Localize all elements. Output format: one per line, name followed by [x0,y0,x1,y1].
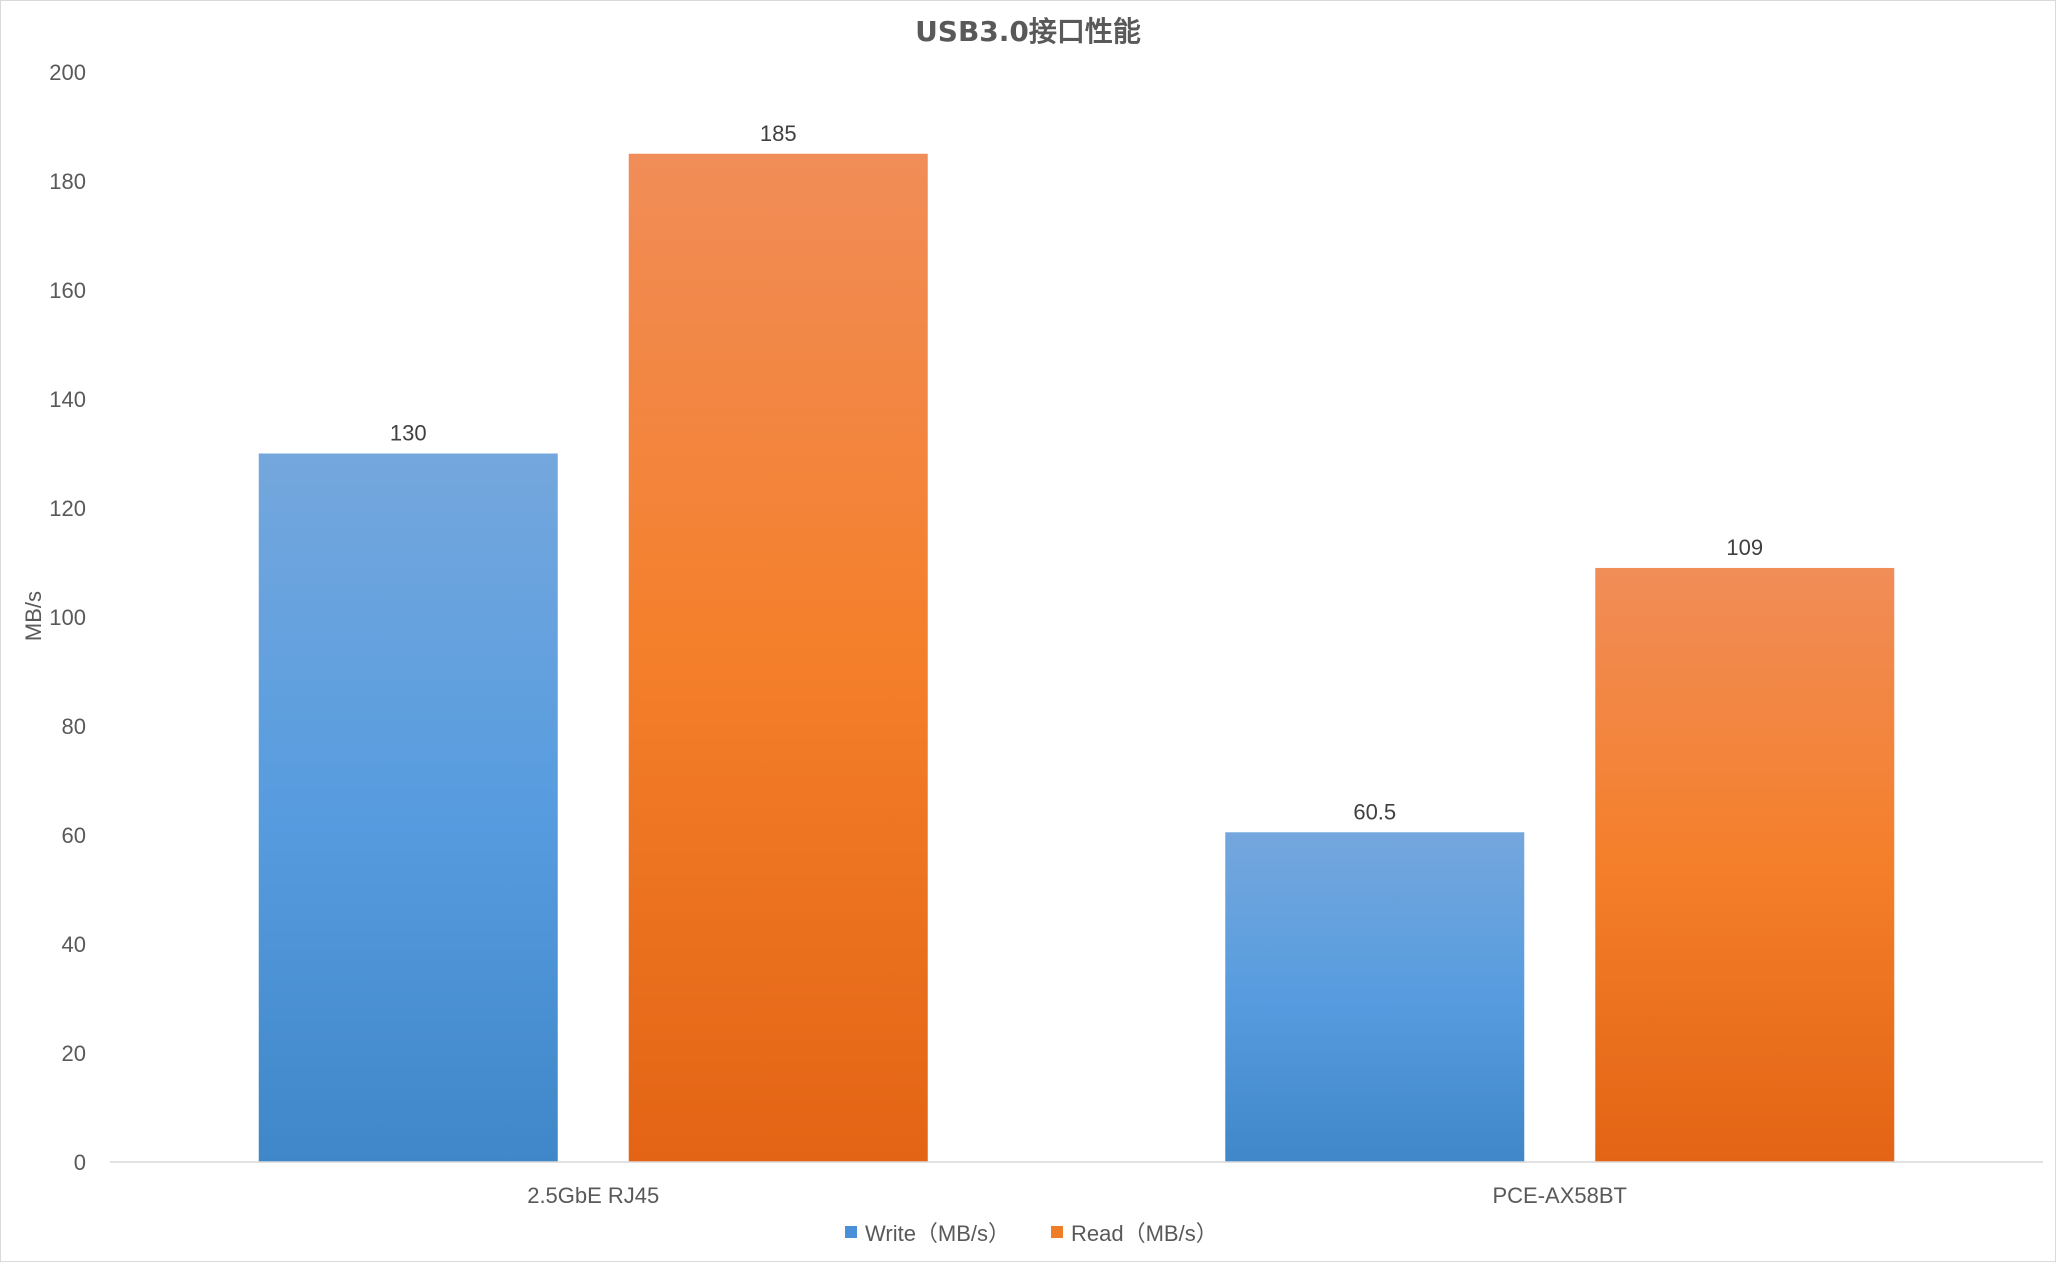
y-axis-label: MB/s [21,591,46,641]
y-tick-label: 60 [62,823,86,848]
legend-swatch [845,1226,857,1238]
y-tick-label: 0 [74,1150,86,1175]
y-tick-label: 40 [62,932,86,957]
legend: Write（MB/s） Read（MB/s） [845,1221,1218,1246]
y-tick-label: 120 [49,496,86,521]
chart-title: USB3.0接口性能 [915,15,1141,48]
y-tick-label: 180 [49,169,86,194]
x-category-label: PCE-AX58BT [1493,1183,1628,1208]
bar-read [628,153,928,1162]
data-label: 185 [760,121,797,146]
bar-read [1595,567,1895,1162]
data-label: 130 [390,421,427,446]
y-tick-label: 200 [49,60,86,85]
legend-label: Read（MB/s） [1071,1221,1218,1246]
bars-group: 130 185 60.5 109 [258,121,1895,1162]
bar-write [1225,832,1525,1162]
y-tick-label: 20 [62,1041,86,1066]
x-category-label: 2.5GbE RJ45 [527,1183,659,1208]
x-axis: 2.5GbE RJ45 PCE-AX58BT [110,1161,2043,1208]
y-axis: 0 20 40 60 80 100 120 140 160 180 200 [49,60,86,1175]
data-label: 109 [1726,535,1763,560]
data-label: 60.5 [1353,799,1396,824]
y-tick-label: 100 [49,605,86,630]
y-tick-label: 160 [49,278,86,303]
legend-label: Write（MB/s） [865,1221,1010,1246]
y-tick-label: 140 [49,387,86,412]
bar-write [258,453,558,1162]
y-tick-label: 80 [62,714,86,739]
legend-swatch [1051,1226,1063,1238]
